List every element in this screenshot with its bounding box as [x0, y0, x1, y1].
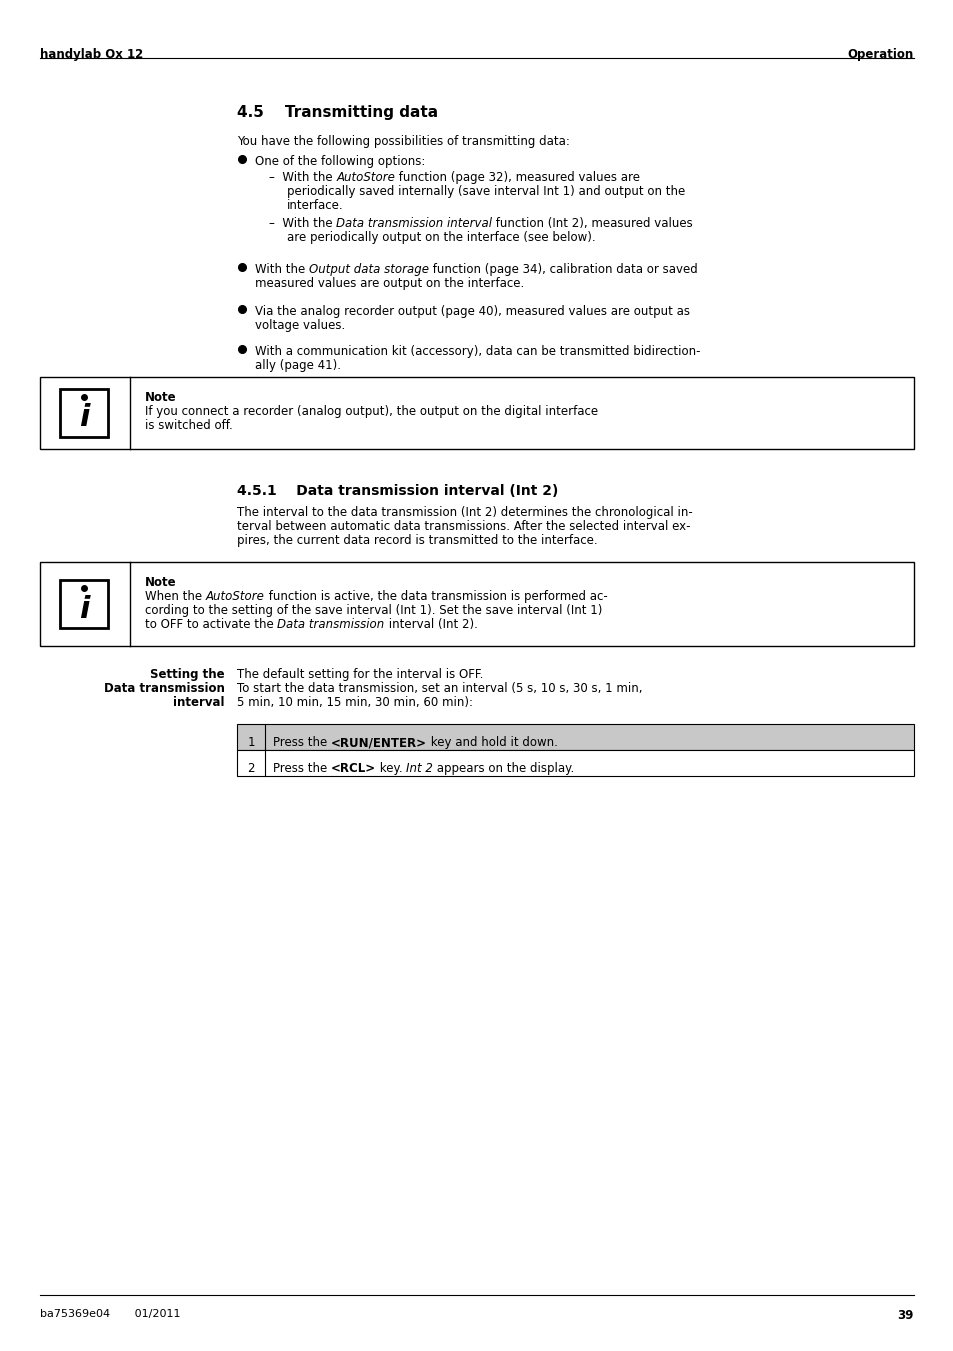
Text: Data transmission interval: Data transmission interval [336, 218, 492, 230]
Text: Data transmission: Data transmission [277, 617, 384, 631]
Text: One of the following options:: One of the following options: [254, 155, 425, 168]
Bar [40, 562, 913, 646]
Text: 4.5    Transmitting data: 4.5 Transmitting data [236, 105, 437, 120]
Text: Via the analog recorder output (page 40), measured values are output as: Via the analog recorder output (page 40)… [254, 305, 689, 317]
Text: With a communication kit (accessory), data can be transmitted bidirection-: With a communication kit (accessory), da… [254, 345, 700, 358]
Text: Press the: Press the [273, 736, 331, 748]
Text: handylab Ox 12: handylab Ox 12 [40, 49, 143, 61]
Text: You have the following possibilities of transmitting data:: You have the following possibilities of … [236, 135, 569, 149]
Text: Data transmission: Data transmission [104, 682, 225, 694]
Text: 5 min, 10 min, 15 min, 30 min, 60 min):: 5 min, 10 min, 15 min, 30 min, 60 min): [236, 696, 473, 709]
Text: The default setting for the interval is OFF.: The default setting for the interval is … [236, 667, 483, 681]
Text: i: i [79, 404, 90, 432]
Text: 4.5.1    Data transmission interval (Int 2): 4.5.1 Data transmission interval (Int 2) [236, 484, 558, 499]
Text: are periodically output on the interface (see below).: are periodically output on the interface… [287, 231, 595, 245]
Text: 1: 1 [247, 736, 254, 748]
Text: With the: With the [254, 263, 309, 276]
Text: –  With the: – With the [269, 218, 336, 230]
Text: function (Int 2), measured values: function (Int 2), measured values [492, 218, 693, 230]
Text: If you connect a recorder (analog output), the output on the digital interface: If you connect a recorder (analog output… [145, 405, 598, 417]
Text: Note: Note [145, 576, 176, 589]
Text: Output data storage: Output data storage [309, 263, 429, 276]
Text: ally (page 41).: ally (page 41). [254, 359, 340, 372]
Bar [40, 377, 913, 449]
Bar [236, 750, 913, 775]
Text: to OFF to activate the: to OFF to activate the [145, 617, 277, 631]
Text: function is active, the data transmission is performed ac-: function is active, the data transmissio… [265, 590, 607, 603]
Text: i: i [79, 594, 90, 624]
Text: cording to the setting of the save interval (Int 1). Set the save interval (Int : cording to the setting of the save inter… [145, 604, 601, 617]
Text: Int 2: Int 2 [406, 762, 433, 775]
Text: When the: When the [145, 590, 206, 603]
Bar [60, 389, 108, 436]
Text: –  With the: – With the [269, 172, 336, 184]
Text: appears on the display.: appears on the display. [433, 762, 574, 775]
Bar [236, 724, 913, 750]
Bar [60, 580, 108, 628]
Text: The interval to the data transmission (Int 2) determines the chronological in-: The interval to the data transmission (I… [236, 507, 692, 519]
Text: AutoStore: AutoStore [336, 172, 395, 184]
Text: AutoStore: AutoStore [206, 590, 265, 603]
Text: Press the: Press the [273, 762, 331, 775]
Text: terval between automatic data transmissions. After the selected interval ex-: terval between automatic data transmissi… [236, 520, 690, 534]
Text: interval (Int 2).: interval (Int 2). [384, 617, 477, 631]
Text: 2: 2 [247, 762, 254, 775]
Text: is switched off.: is switched off. [145, 419, 233, 432]
Text: Setting the: Setting the [151, 667, 225, 681]
Text: To start the data transmission, set an interval (5 s, 10 s, 30 s, 1 min,: To start the data transmission, set an i… [236, 682, 641, 694]
Text: function (page 34), calibration data or saved: function (page 34), calibration data or … [429, 263, 697, 276]
Text: Operation: Operation [847, 49, 913, 61]
Text: ba75369e04       01/2011: ba75369e04 01/2011 [40, 1309, 180, 1319]
Text: key.: key. [375, 762, 406, 775]
Text: periodically saved internally (save interval Int 1) and output on the: periodically saved internally (save inte… [287, 185, 684, 199]
Text: <RUN/ENTER>: <RUN/ENTER> [331, 736, 427, 748]
Text: <RCL>: <RCL> [331, 762, 375, 775]
Text: interval: interval [173, 696, 225, 709]
Text: Note: Note [145, 390, 176, 404]
Text: function (page 32), measured values are: function (page 32), measured values are [395, 172, 639, 184]
Text: interface.: interface. [287, 199, 343, 212]
Text: voltage values.: voltage values. [254, 319, 345, 332]
Text: key and hold it down.: key and hold it down. [427, 736, 558, 748]
Text: 39: 39 [897, 1309, 913, 1323]
Text: measured values are output on the interface.: measured values are output on the interf… [254, 277, 524, 290]
Text: pires, the current data record is transmitted to the interface.: pires, the current data record is transm… [236, 534, 597, 547]
